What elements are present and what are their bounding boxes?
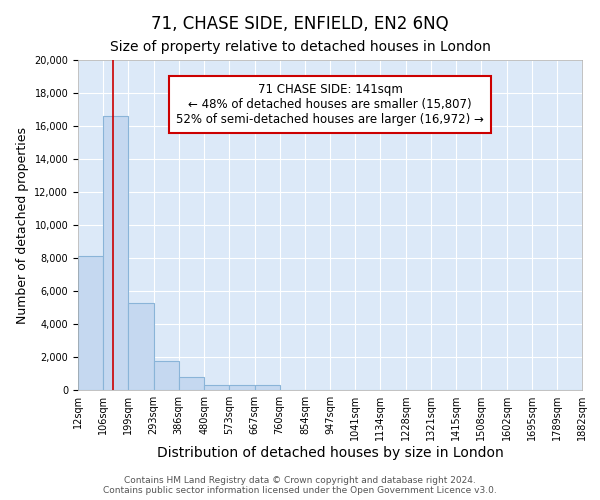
Bar (103, 116, 128, 390)
X-axis label: Distribution of detached houses by size in London: Distribution of detached houses by size … (157, 446, 503, 460)
Bar (229, 385, 254, 390)
Text: Size of property relative to detached houses in London: Size of property relative to detached ho… (110, 40, 490, 54)
Bar (204, 385, 229, 390)
Text: 71 CHASE SIDE: 141sqm
← 48% of detached houses are smaller (15,807)
52% of semi-: 71 CHASE SIDE: 141sqm ← 48% of detached … (176, 83, 484, 126)
Text: Contains HM Land Registry data © Crown copyright and database right 2024.
Contai: Contains HM Land Registry data © Crown c… (103, 476, 497, 495)
Y-axis label: Number of detached properties: Number of detached properties (16, 126, 29, 324)
Bar (78, 256, 103, 390)
Bar (154, 361, 179, 390)
Text: 71, CHASE SIDE, ENFIELD, EN2 6NQ: 71, CHASE SIDE, ENFIELD, EN2 6NQ (151, 15, 449, 33)
Bar (254, 385, 280, 390)
Bar (179, 377, 204, 390)
Bar (128, 302, 154, 390)
